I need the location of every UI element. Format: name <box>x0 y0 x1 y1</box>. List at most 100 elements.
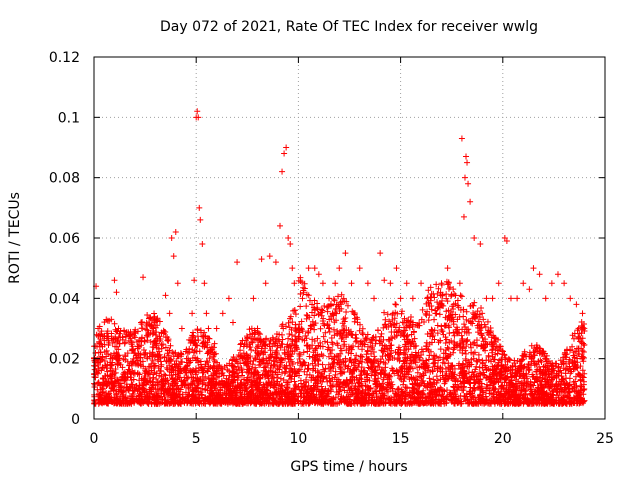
data-point <box>445 313 452 320</box>
data-point <box>107 388 114 395</box>
data-point <box>345 363 352 370</box>
data-point <box>429 327 436 334</box>
data-point <box>480 316 487 323</box>
data-point <box>309 388 316 395</box>
data-point <box>109 359 116 366</box>
data-point <box>149 357 156 364</box>
data-point <box>372 380 379 387</box>
data-point <box>235 396 242 403</box>
data-point <box>305 365 312 372</box>
data-point <box>431 363 438 370</box>
data-point <box>438 301 445 308</box>
data-point <box>211 400 218 407</box>
data-point <box>367 386 374 393</box>
data-point <box>162 397 169 404</box>
data-point <box>353 314 360 321</box>
data-point <box>462 356 469 363</box>
data-point <box>278 323 285 330</box>
data-point <box>146 375 153 382</box>
data-point <box>324 322 331 329</box>
data-point <box>250 357 257 364</box>
data-point <box>500 372 507 379</box>
data-point <box>302 379 309 386</box>
data-point <box>251 336 258 343</box>
data-point <box>451 291 458 298</box>
data-point <box>167 393 174 400</box>
data-point <box>103 390 110 397</box>
data-point <box>206 379 213 386</box>
data-point <box>498 400 505 407</box>
data-point <box>393 329 400 336</box>
data-point <box>284 385 291 392</box>
data-point <box>467 376 474 383</box>
data-point <box>477 327 484 334</box>
data-point <box>368 372 375 379</box>
data-point <box>372 367 379 374</box>
data-point <box>467 388 474 395</box>
data-point <box>267 337 274 344</box>
data-point <box>357 400 364 407</box>
data-point <box>239 337 246 344</box>
data-point <box>275 336 282 343</box>
data-point <box>426 390 433 397</box>
data-point <box>228 390 235 397</box>
data-point <box>272 349 279 356</box>
data-point <box>534 378 541 385</box>
data-point <box>199 381 206 388</box>
data-point <box>475 356 482 363</box>
data-point <box>451 332 458 339</box>
data-point <box>417 400 424 407</box>
data-point <box>333 301 340 308</box>
data-point <box>125 387 132 394</box>
data-point <box>128 339 135 346</box>
data-point <box>418 363 425 370</box>
data-point <box>392 392 399 399</box>
data-point <box>373 388 380 395</box>
data-point <box>338 347 345 354</box>
data-point <box>489 384 496 391</box>
data-point <box>136 385 143 392</box>
data-point <box>129 359 136 365</box>
data-point <box>306 344 313 351</box>
data-point <box>391 334 398 341</box>
data-point <box>320 352 327 359</box>
data-point <box>565 385 572 392</box>
data-point <box>549 391 556 398</box>
data-point <box>331 374 338 381</box>
data-point <box>558 396 565 403</box>
data-point <box>496 343 503 350</box>
data-point <box>433 379 440 386</box>
data-point <box>286 390 293 397</box>
data-point <box>461 321 468 328</box>
data-point <box>183 346 190 353</box>
data-point <box>526 367 533 374</box>
data-point <box>104 380 111 387</box>
data-point <box>534 399 541 406</box>
data-point <box>404 368 411 375</box>
data-point <box>97 358 104 365</box>
data-point <box>564 380 571 387</box>
data-point <box>399 363 406 370</box>
data-point <box>472 379 479 386</box>
data-point <box>340 338 347 345</box>
data-point <box>340 358 347 365</box>
data-point <box>199 369 206 376</box>
data-point <box>156 348 163 355</box>
data-point <box>364 376 371 383</box>
data-point <box>201 363 208 370</box>
data-point <box>301 368 308 375</box>
data-point <box>175 365 182 372</box>
data-point <box>95 379 102 386</box>
data-point <box>118 374 125 381</box>
data-point <box>153 375 160 382</box>
data-point <box>340 295 347 302</box>
data-point <box>553 383 560 390</box>
data-point <box>439 292 446 299</box>
data-point <box>515 400 522 407</box>
data-point <box>382 321 389 328</box>
data-point <box>271 340 278 347</box>
data-point <box>260 381 267 388</box>
data-point <box>566 388 573 395</box>
data-point <box>406 391 413 398</box>
data-point <box>311 384 318 391</box>
